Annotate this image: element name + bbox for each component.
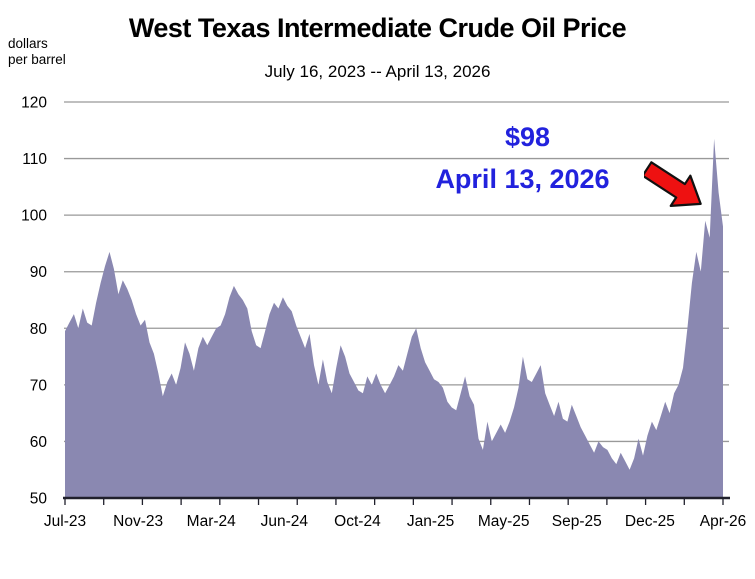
x-axis-label: Jul-23 [44,513,86,530]
y-axis-label: 90 [30,264,48,281]
x-axis-label: Nov-23 [113,513,163,530]
x-axis-label: Oct-24 [334,513,381,530]
y-axis-unit-line2: per barrel [8,52,66,67]
x-axis-label: Mar-24 [187,513,236,530]
y-axis-label: 110 [22,151,47,168]
y-axis-label: 60 [30,434,48,451]
x-axis-label: Apr-26 [700,513,747,530]
y-axis-unit-line1: dollars [8,36,48,51]
x-axis-label: Jan-25 [407,513,454,530]
annotation-date-label: April 13, 2026 [435,164,610,194]
y-axis-label: 120 [21,95,47,112]
y-axis-label: 50 [30,491,48,508]
x-axis-label: Sep-25 [552,513,602,530]
x-axis-label: May-25 [478,513,530,530]
x-axis-label: Dec-25 [625,513,675,530]
y-axis-label: 70 [30,377,48,394]
y-axis-unit-label: dollars per barrel [8,36,66,68]
red-arrow-shape [644,161,702,207]
y-axis-label: 80 [30,321,48,338]
chart-subtitle: July 16, 2023 -- April 13, 2026 [264,62,491,81]
red-arrow-icon [644,161,702,207]
price-area-series [65,138,723,499]
y-axis-label: 100 [21,208,47,225]
annotation-price-label: $98 [504,122,551,152]
x-axis-label: Jun-24 [261,513,309,530]
chart-title: West Texas Intermediate Crude Oil Price [128,13,627,43]
